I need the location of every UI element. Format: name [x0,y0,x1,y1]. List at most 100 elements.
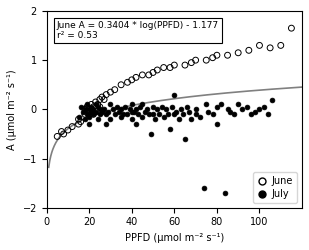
Point [125,112,130,116]
Point [93,110,98,114]
Point [108,90,113,94]
Point [97,107,102,111]
Point [83,107,87,111]
Point [66,128,70,132]
Point [172,112,177,116]
Point [104,112,109,116]
Point [257,44,262,48]
Point [146,73,151,77]
Point [174,110,179,114]
Point [119,107,124,111]
Point [78,120,83,124]
Point [246,48,251,52]
Point [183,63,188,67]
Point [184,105,189,109]
Point [225,107,230,111]
Point [97,105,102,109]
Point [193,112,198,116]
Point [85,112,90,116]
Point [142,110,147,114]
Point [257,107,262,111]
Point [210,112,215,116]
Point [119,83,124,87]
Point [104,92,109,96]
Point [85,105,90,109]
Point [270,98,275,102]
Point [197,115,202,119]
Point [104,122,109,126]
Point [289,26,294,30]
Point [167,66,172,70]
Point [157,112,162,116]
Point [97,98,102,102]
Point [227,110,232,114]
Point [70,124,74,128]
Point [123,105,128,109]
Point [261,105,266,109]
Y-axis label: A (μmol m⁻² s⁻¹): A (μmol m⁻² s⁻¹) [7,69,17,150]
Point [189,117,194,121]
Point [244,105,249,109]
Point [102,107,107,111]
Point [91,112,96,116]
Point [178,107,183,111]
Point [87,107,92,111]
Point [76,115,81,119]
Point [93,102,98,106]
Point [278,44,283,48]
Point [83,107,87,111]
Point [155,107,160,111]
Point [87,110,92,114]
Point [183,137,188,141]
Point [87,122,92,126]
Point [133,107,138,111]
Point [193,58,198,62]
Point [89,110,94,114]
Point [99,110,104,114]
Point [116,110,121,114]
Point [172,92,177,96]
Point [91,112,96,116]
Point [121,112,126,116]
Point [268,46,273,50]
Point [87,115,92,119]
Point [176,117,181,121]
Point [119,115,124,119]
Point [95,105,100,109]
Point [129,102,134,106]
Point [89,105,94,109]
Point [112,112,117,116]
Point [163,107,168,111]
Point [59,130,64,134]
Point [150,112,155,116]
Point [136,112,141,116]
Point [170,105,175,109]
Point [110,107,115,111]
Point [83,117,87,121]
Point [80,110,85,114]
Point [253,110,258,114]
Point [159,105,164,109]
Point [240,107,245,111]
Point [76,122,81,126]
Text: June A = 0.3404 * log(PPFD) - 1.177
r² = 0.53: June A = 0.3404 * log(PPFD) - 1.177 r² =… [57,21,219,40]
Point [231,112,236,116]
Point [95,117,100,121]
Point [99,95,104,99]
Point [140,73,145,77]
Point [85,102,90,106]
Point [91,107,96,111]
Point [112,88,117,92]
Point [106,110,111,114]
Point [210,56,215,60]
Point [140,115,145,119]
Point [129,78,134,82]
Point [167,127,172,131]
Point [236,51,241,55]
Point [219,102,224,106]
Point [127,107,132,111]
Point [161,66,166,70]
Point [187,110,192,114]
Point [91,105,96,109]
Point [83,112,87,116]
